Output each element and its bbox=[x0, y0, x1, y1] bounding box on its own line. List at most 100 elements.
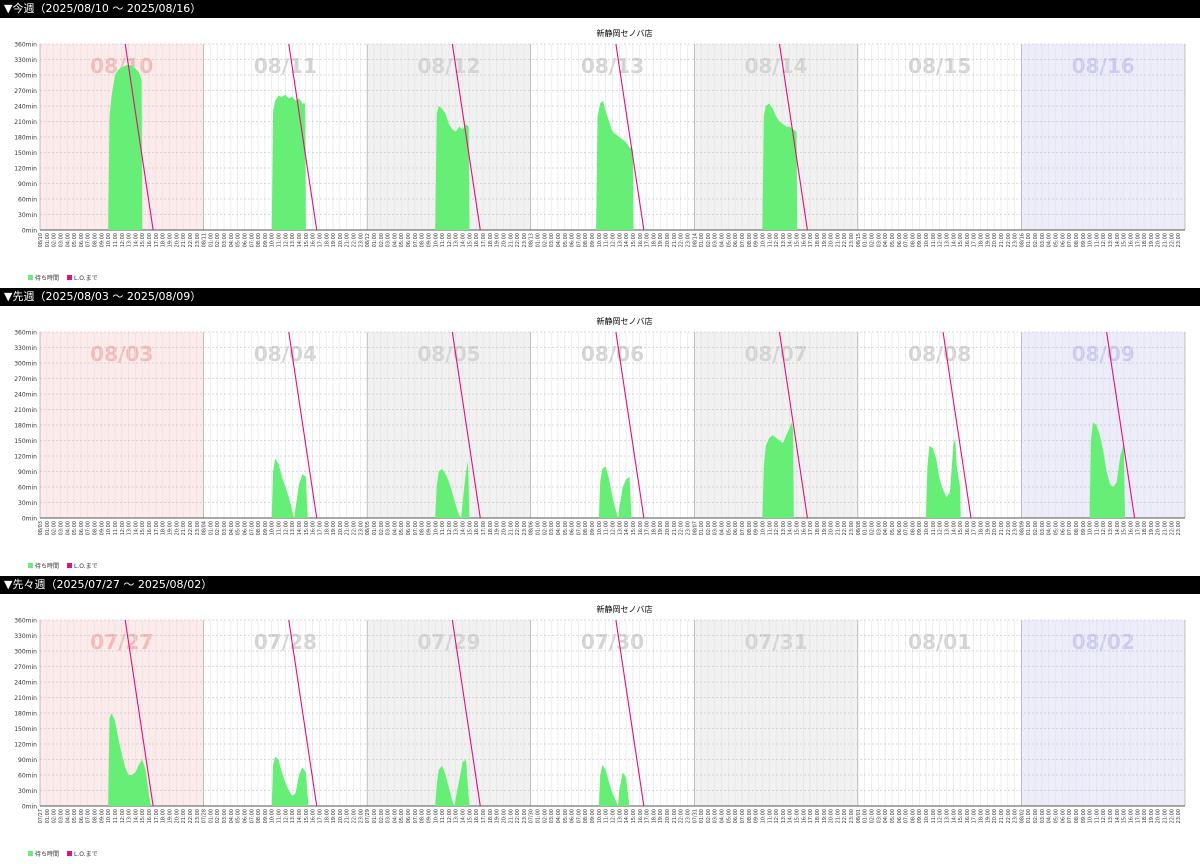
x-tick-label: 13:00 bbox=[1108, 809, 1114, 823]
x-tick-label: 05:00 bbox=[236, 233, 242, 247]
x-tick-label: 14:00 bbox=[1115, 521, 1121, 535]
x-tick-label: 16:00 bbox=[801, 521, 807, 535]
x-tick-label: 11:00 bbox=[1094, 521, 1100, 535]
x-tick-label: 06:00 bbox=[79, 233, 85, 247]
x-tick-label: 08:00 bbox=[910, 809, 916, 823]
wait-time-area bbox=[762, 422, 794, 518]
x-tick-label: 09:00 bbox=[590, 809, 596, 823]
x-tick-label: 10:00 bbox=[270, 233, 276, 247]
x-tick-label: 21:00 bbox=[999, 521, 1005, 535]
x-tick-label: 21:00 bbox=[181, 233, 187, 247]
x-tick-label: 05:00 bbox=[1054, 521, 1060, 535]
x-tick-label: 05:00 bbox=[399, 233, 405, 247]
y-tick-label: 300min bbox=[14, 73, 37, 80]
x-tick-label: 07:00 bbox=[86, 809, 92, 823]
x-tick-label: 05:00 bbox=[726, 809, 732, 823]
x-tick-label: 15:00 bbox=[631, 521, 637, 535]
x-tick-label: 08/13 bbox=[529, 233, 535, 247]
lo-line bbox=[124, 619, 154, 807]
x-tick-label: 15:00 bbox=[795, 521, 801, 535]
x-tick-label: 10:00 bbox=[270, 809, 276, 823]
x-tick-label: 04:00 bbox=[229, 233, 235, 247]
x-tick-label: 09:00 bbox=[917, 233, 923, 247]
x-tick-label: 19:00 bbox=[1149, 809, 1155, 823]
x-tick-label: 18:00 bbox=[324, 521, 330, 535]
x-tick-label: 08:00 bbox=[910, 521, 916, 535]
x-tick-label: 16:00 bbox=[474, 809, 480, 823]
x-tick-label: 11:00 bbox=[604, 809, 610, 823]
wait-time-area bbox=[1089, 422, 1125, 518]
x-tick-label: 09:00 bbox=[590, 521, 596, 535]
wait-time-area bbox=[435, 461, 470, 518]
x-tick-label: 18:00 bbox=[979, 521, 985, 535]
x-tick-label: 21:00 bbox=[835, 809, 841, 823]
x-tick-label: 19:00 bbox=[822, 233, 828, 247]
x-tick-label: 01:00 bbox=[1026, 809, 1032, 823]
x-tick-label: 22:00 bbox=[352, 233, 358, 247]
y-tick-label: 60min bbox=[18, 485, 37, 492]
y-tick-label: 90min bbox=[18, 469, 37, 476]
x-tick-label: 15:00 bbox=[795, 233, 801, 247]
x-tick-label: 21:00 bbox=[508, 233, 514, 247]
x-tick-label: 12:00 bbox=[774, 809, 780, 823]
x-tick-label: 19:00 bbox=[167, 521, 173, 535]
week-header-last-week: ▼先週（2025/08/03 〜 2025/08/09） bbox=[0, 288, 1200, 306]
y-tick-label: 180min bbox=[14, 423, 37, 430]
x-tick-label: 10:00 bbox=[924, 521, 930, 535]
x-tick-label: 13:00 bbox=[944, 521, 950, 535]
x-tick-label: 01:00 bbox=[536, 521, 542, 535]
x-tick-label: 07/29 bbox=[365, 809, 371, 823]
x-tick-label: 22:00 bbox=[1006, 521, 1012, 535]
y-tick-label: 330min bbox=[14, 345, 37, 352]
x-tick-label: 20:00 bbox=[174, 233, 180, 247]
x-tick-label: 07:00 bbox=[740, 809, 746, 823]
x-tick-label: 03:00 bbox=[1040, 233, 1046, 247]
x-tick-label: 15:00 bbox=[140, 521, 146, 535]
x-tick-label: 15:00 bbox=[631, 809, 637, 823]
x-tick-label: 08:00 bbox=[1074, 233, 1080, 247]
x-tick-label: 12:00 bbox=[938, 809, 944, 823]
x-tick-label: 17:00 bbox=[481, 521, 487, 535]
x-tick-label: 10:00 bbox=[106, 809, 112, 823]
x-tick-label: 23:00 bbox=[849, 809, 855, 823]
x-tick-label: 10:00 bbox=[924, 809, 930, 823]
x-tick-label: 12:00 bbox=[447, 521, 453, 535]
x-tick-label: 23:00 bbox=[1013, 521, 1019, 535]
y-tick-label: 360min bbox=[14, 330, 37, 337]
x-tick-label: 21:00 bbox=[345, 233, 351, 247]
x-tick-label: 07:00 bbox=[1067, 233, 1073, 247]
x-tick-label: 21:00 bbox=[999, 233, 1005, 247]
y-tick-label: 240min bbox=[14, 680, 37, 687]
x-tick-label: 16:00 bbox=[965, 521, 971, 535]
x-tick-label: 21:00 bbox=[1163, 521, 1169, 535]
x-tick-label: 10:00 bbox=[433, 521, 439, 535]
x-tick-label: 13:00 bbox=[290, 809, 296, 823]
x-tick-label: 19:00 bbox=[822, 809, 828, 823]
x-tick-label: 11:00 bbox=[767, 521, 773, 535]
wait-time-area bbox=[271, 458, 308, 518]
x-tick-label: 07/28 bbox=[202, 809, 208, 823]
x-tick-label: 15:00 bbox=[1122, 521, 1128, 535]
legend-label-lo: L.O.まで bbox=[74, 275, 98, 282]
x-tick-label: 05:00 bbox=[72, 809, 78, 823]
wait-time-area bbox=[435, 106, 470, 230]
x-tick-label: 04:00 bbox=[392, 521, 398, 535]
y-tick-label: 90min bbox=[18, 757, 37, 764]
y-tick-label: 90min bbox=[18, 181, 37, 188]
x-tick-label: 01:00 bbox=[863, 809, 869, 823]
wait-chart-last-week: 08/03 08/04 08/05 08/06 08/07 08/08 08/09 0min 3… bbox=[14, 316, 1186, 570]
x-tick-label: 18:00 bbox=[488, 521, 494, 535]
lo-line bbox=[288, 43, 318, 231]
x-tick-label: 16:00 bbox=[147, 233, 153, 247]
x-tick-label: 07:00 bbox=[576, 521, 582, 535]
x-tick-label: 19:00 bbox=[822, 521, 828, 535]
x-tick-label: 13:00 bbox=[617, 233, 623, 247]
x-tick-label: 15:00 bbox=[304, 809, 310, 823]
x-tick-label: 21:00 bbox=[181, 521, 187, 535]
x-tick-label: 02:00 bbox=[1033, 809, 1039, 823]
x-tick-label: 21:00 bbox=[508, 809, 514, 823]
x-tick-label: 12:00 bbox=[283, 809, 289, 823]
x-tick-label: 22:00 bbox=[842, 521, 848, 535]
x-tick-label: 09:00 bbox=[917, 521, 923, 535]
x-tick-label: 19:00 bbox=[331, 809, 337, 823]
